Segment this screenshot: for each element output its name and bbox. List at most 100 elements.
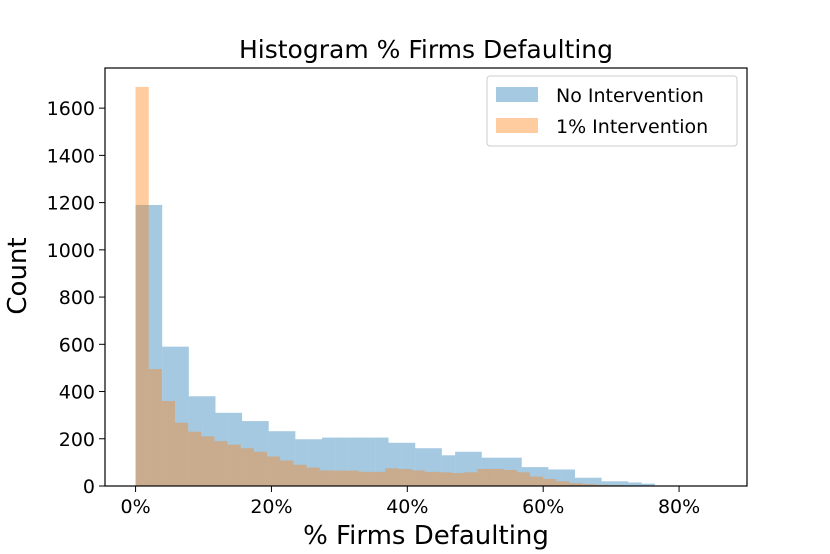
y-tick-label: 0 <box>83 476 95 498</box>
legend: No Intervention 1% Intervention <box>486 75 738 147</box>
histogram-bar <box>490 468 504 486</box>
histogram-bar <box>601 481 615 486</box>
histogram-bar <box>495 457 509 486</box>
legend-swatch-no-intervention <box>496 87 538 102</box>
histogram-bar <box>188 431 202 486</box>
x-axis-label: % Firms Defaulting <box>303 521 549 551</box>
histogram-bar <box>255 421 269 486</box>
x-tick-label: 0% <box>120 496 150 518</box>
histogram-bar <box>295 439 309 486</box>
histogram-bar <box>455 451 469 486</box>
histogram-bar <box>516 472 530 486</box>
histogram-bar <box>424 471 438 486</box>
histogram-bar <box>135 204 149 487</box>
x-tick-label: 60% <box>522 496 564 518</box>
histogram-bar <box>268 431 283 486</box>
histogram-bar <box>588 477 602 486</box>
chart-title: Histogram % Firms Defaulting <box>239 35 613 64</box>
histogram-bar <box>388 442 402 486</box>
histogram-bar <box>375 437 389 486</box>
histogram-bar <box>441 455 456 486</box>
histogram-bar <box>401 442 416 486</box>
bars-layer <box>135 86 655 487</box>
histogram-bar <box>348 437 362 486</box>
x-tick-label: 80% <box>658 496 700 518</box>
histogram-bar <box>335 437 349 486</box>
histogram-bar <box>359 471 373 486</box>
histogram-bar <box>582 484 596 486</box>
y-tick-label: 1600 <box>47 98 95 120</box>
histogram-bar <box>282 431 296 486</box>
histogram-bar <box>345 470 360 486</box>
histogram-bar <box>372 471 386 486</box>
histogram-bar <box>308 439 322 486</box>
x-axis-ticks: 0% 20% 40% 60% 80% <box>120 486 700 518</box>
histogram-bar <box>535 467 549 486</box>
histogram-bar <box>162 346 176 486</box>
series-0-bars <box>135 204 655 487</box>
histogram-bar <box>240 448 254 486</box>
histogram-bar <box>548 469 562 486</box>
histogram-bar <box>561 469 575 486</box>
histogram-bar <box>214 441 228 486</box>
histogram-bar <box>242 421 256 486</box>
histogram-bar <box>161 400 176 486</box>
histogram-bar <box>574 477 589 486</box>
legend-swatch-1pct-intervention <box>496 118 538 133</box>
y-tick-label: 1200 <box>47 193 95 215</box>
histogram-bar <box>148 369 162 486</box>
y-tick-label: 200 <box>59 429 95 451</box>
histogram-bar <box>569 483 583 486</box>
y-tick-label: 1400 <box>47 145 95 167</box>
histogram-bar <box>267 456 281 486</box>
plot-frame <box>104 67 748 487</box>
histogram-bar <box>503 469 517 486</box>
histogram-bar <box>464 472 478 486</box>
histogram-bar <box>556 481 570 486</box>
histogram-bar <box>202 396 216 486</box>
y-tick-label: 800 <box>59 287 95 309</box>
y-axis-label: Count <box>3 237 33 314</box>
x-tick-label: 40% <box>386 496 428 518</box>
histogram-bar <box>135 86 149 487</box>
histogram-bar <box>361 437 376 486</box>
histogram-bar <box>529 476 544 486</box>
histogram-bar <box>175 422 189 486</box>
histogram-bar <box>306 467 320 486</box>
histogram-bar <box>215 412 229 486</box>
histogram-bar <box>411 470 425 486</box>
x-tick-label: 20% <box>250 496 292 518</box>
histogram-bar <box>481 457 496 486</box>
histogram-bar <box>227 444 241 486</box>
legend-label-no-intervention: No Intervention <box>556 85 704 107</box>
histogram-bar <box>428 448 442 486</box>
series-1-bars <box>135 86 636 487</box>
legend-label-1pct-intervention: 1% Intervention <box>556 116 708 138</box>
histogram-bar <box>468 451 482 486</box>
histogram-bar <box>477 468 491 486</box>
histogram-bar <box>641 483 655 486</box>
histogram-bar <box>228 412 243 486</box>
histogram-bar <box>319 470 333 486</box>
histogram-bar <box>321 437 336 486</box>
histogram-bar <box>521 467 536 486</box>
y-tick-label: 600 <box>59 334 95 356</box>
histogram-bar <box>451 473 465 486</box>
histogram-bar <box>332 470 346 486</box>
histogram-bar <box>293 464 307 486</box>
histogram-bar <box>188 396 203 486</box>
histogram-bar <box>415 448 429 486</box>
histogram-bar <box>437 472 452 486</box>
histogram-bar <box>148 204 163 487</box>
histogram-bar <box>398 468 412 486</box>
histogram-bar <box>508 457 522 486</box>
y-axis-ticks: 0 200 400 600 800 1000 1200 1400 1600 <box>47 98 105 498</box>
histogram-bar <box>385 468 399 486</box>
histogram-bar <box>201 436 215 486</box>
histogram-bar <box>628 482 642 486</box>
histogram-bar <box>175 346 189 486</box>
y-tick-label: 1000 <box>47 240 95 262</box>
histogram-bar <box>543 478 557 486</box>
histogram-bar <box>253 451 268 486</box>
